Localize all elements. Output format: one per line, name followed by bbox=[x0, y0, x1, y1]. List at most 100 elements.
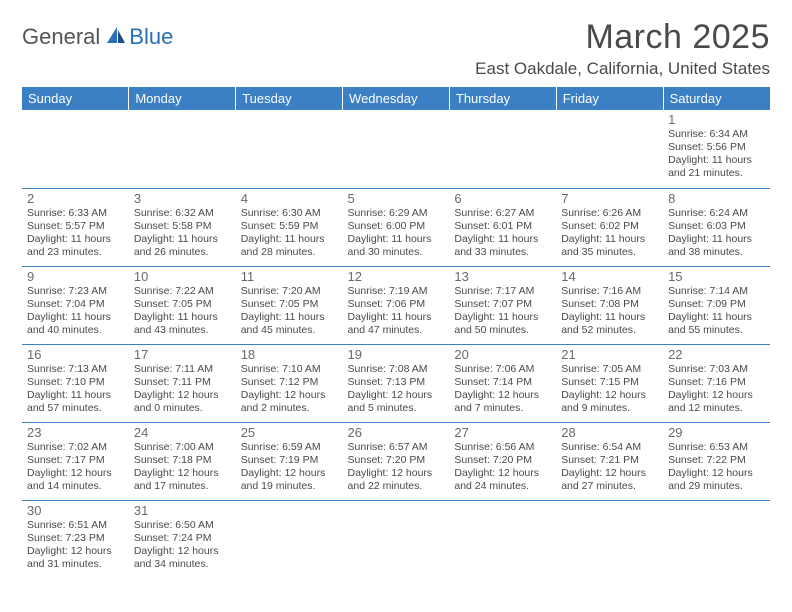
logo-text-dark: General bbox=[22, 24, 100, 50]
calendar-cell: 29Sunrise: 6:53 AMSunset: 7:22 PMDayligh… bbox=[663, 422, 770, 500]
calendar-cell: 30Sunrise: 6:51 AMSunset: 7:23 PMDayligh… bbox=[22, 500, 129, 578]
logo-text-blue: Blue bbox=[129, 24, 173, 50]
calendar-cell: 11Sunrise: 7:20 AMSunset: 7:05 PMDayligh… bbox=[236, 266, 343, 344]
calendar-cell: 8Sunrise: 6:24 AMSunset: 6:03 PMDaylight… bbox=[663, 188, 770, 266]
sunrise-text: Sunrise: 6:30 AM bbox=[241, 207, 338, 220]
calendar-cell: 25Sunrise: 6:59 AMSunset: 7:19 PMDayligh… bbox=[236, 422, 343, 500]
month-title: March 2025 bbox=[475, 18, 770, 57]
sunset-text: Sunset: 7:21 PM bbox=[561, 454, 658, 467]
calendar-cell bbox=[22, 110, 129, 188]
sunrise-text: Sunrise: 6:26 AM bbox=[561, 207, 658, 220]
calendar-cell: 17Sunrise: 7:11 AMSunset: 7:11 PMDayligh… bbox=[129, 344, 236, 422]
day-header: Tuesday bbox=[236, 87, 343, 110]
calendar-table: SundayMondayTuesdayWednesdayThursdayFrid… bbox=[22, 87, 770, 578]
day-number: 7 bbox=[561, 191, 658, 206]
daylight-text: Daylight: 11 hours and 40 minutes. bbox=[27, 311, 124, 337]
day-header: Saturday bbox=[663, 87, 770, 110]
calendar-cell: 18Sunrise: 7:10 AMSunset: 7:12 PMDayligh… bbox=[236, 344, 343, 422]
sunrise-text: Sunrise: 7:22 AM bbox=[134, 285, 231, 298]
sunrise-text: Sunrise: 6:54 AM bbox=[561, 441, 658, 454]
calendar-cell: 1Sunrise: 6:34 AMSunset: 5:56 PMDaylight… bbox=[663, 110, 770, 188]
logo: General Blue bbox=[22, 24, 173, 50]
daylight-text: Daylight: 12 hours and 34 minutes. bbox=[134, 545, 231, 571]
daylight-text: Daylight: 12 hours and 7 minutes. bbox=[454, 389, 551, 415]
calendar-header: SundayMondayTuesdayWednesdayThursdayFrid… bbox=[22, 87, 770, 110]
daylight-text: Daylight: 11 hours and 33 minutes. bbox=[454, 233, 551, 259]
calendar-cell: 14Sunrise: 7:16 AMSunset: 7:08 PMDayligh… bbox=[556, 266, 663, 344]
day-number: 6 bbox=[454, 191, 551, 206]
sunrise-text: Sunrise: 6:34 AM bbox=[668, 128, 765, 141]
sunset-text: Sunset: 7:20 PM bbox=[348, 454, 445, 467]
sunset-text: Sunset: 5:56 PM bbox=[668, 141, 765, 154]
daylight-text: Daylight: 12 hours and 2 minutes. bbox=[241, 389, 338, 415]
day-header: Thursday bbox=[449, 87, 556, 110]
calendar-cell bbox=[449, 110, 556, 188]
day-number: 25 bbox=[241, 425, 338, 440]
calendar-cell bbox=[129, 110, 236, 188]
day-number: 11 bbox=[241, 269, 338, 284]
calendar-cell: 3Sunrise: 6:32 AMSunset: 5:58 PMDaylight… bbox=[129, 188, 236, 266]
calendar-body: 1Sunrise: 6:34 AMSunset: 5:56 PM Daylight… bbox=[22, 110, 770, 578]
sunset-text: Sunset: 7:07 PM bbox=[454, 298, 551, 311]
calendar-cell: 31Sunrise: 6:50 AMSunset: 7:24 PMDayligh… bbox=[129, 500, 236, 578]
sunset-text: Sunset: 5:59 PM bbox=[241, 220, 338, 233]
day-number: 30 bbox=[27, 503, 124, 518]
calendar-cell: 21Sunrise: 7:05 AMSunset: 7:15 PMDayligh… bbox=[556, 344, 663, 422]
calendar-cell: 24Sunrise: 7:00 AMSunset: 7:18 PMDayligh… bbox=[129, 422, 236, 500]
daylight-text: Daylight: 11 hours and 43 minutes. bbox=[134, 311, 231, 337]
sunset-text: Sunset: 7:24 PM bbox=[134, 532, 231, 545]
daylight-text: Daylight: 12 hours and 5 minutes. bbox=[348, 389, 445, 415]
sunrise-text: Sunrise: 6:57 AM bbox=[348, 441, 445, 454]
sunset-text: Sunset: 7:11 PM bbox=[134, 376, 231, 389]
daylight-text: Daylight: 11 hours and 52 minutes. bbox=[561, 311, 658, 337]
day-number: 1 bbox=[668, 112, 765, 127]
daylight-text: Daylight: 11 hours and 55 minutes. bbox=[668, 311, 765, 337]
calendar-cell: 5Sunrise: 6:29 AMSunset: 6:00 PMDaylight… bbox=[343, 188, 450, 266]
daylight-text: Daylight: 12 hours and 14 minutes. bbox=[27, 467, 124, 493]
calendar-page: General Blue March 2025 East Oakdale, Ca… bbox=[0, 0, 792, 588]
sunset-text: Sunset: 6:00 PM bbox=[348, 220, 445, 233]
sunrise-text: Sunrise: 6:32 AM bbox=[134, 207, 231, 220]
sunset-text: Sunset: 7:05 PM bbox=[134, 298, 231, 311]
sunset-text: Sunset: 7:04 PM bbox=[27, 298, 124, 311]
sunset-text: Sunset: 5:58 PM bbox=[134, 220, 231, 233]
day-number: 2 bbox=[27, 191, 124, 206]
sunrise-text: Sunrise: 6:29 AM bbox=[348, 207, 445, 220]
calendar-row: 1Sunrise: 6:34 AMSunset: 5:56 PMDaylight… bbox=[22, 110, 770, 188]
day-number: 15 bbox=[668, 269, 765, 284]
sunset-text: Sunset: 7:09 PM bbox=[668, 298, 765, 311]
calendar-cell: 2Sunrise: 6:33 AMSunset: 5:57 PMDaylight… bbox=[22, 188, 129, 266]
sunrise-text: Sunrise: 7:06 AM bbox=[454, 363, 551, 376]
day-number: 28 bbox=[561, 425, 658, 440]
day-number: 19 bbox=[348, 347, 445, 362]
daylight-text: Daylight: 12 hours and 29 minutes. bbox=[668, 467, 765, 493]
day-header: Friday bbox=[556, 87, 663, 110]
calendar-cell: 9Sunrise: 7:23 AMSunset: 7:04 PMDaylight… bbox=[22, 266, 129, 344]
calendar-cell: 6Sunrise: 6:27 AMSunset: 6:01 PMDaylight… bbox=[449, 188, 556, 266]
day-number: 18 bbox=[241, 347, 338, 362]
sunset-text: Sunset: 7:22 PM bbox=[668, 454, 765, 467]
sunset-text: Sunset: 7:12 PM bbox=[241, 376, 338, 389]
calendar-cell: 28Sunrise: 6:54 AMSunset: 7:21 PMDayligh… bbox=[556, 422, 663, 500]
day-number: 3 bbox=[134, 191, 231, 206]
sunset-text: Sunset: 7:16 PM bbox=[668, 376, 765, 389]
daylight-text: Daylight: 11 hours and 38 minutes. bbox=[668, 233, 765, 259]
sunrise-text: Sunrise: 7:08 AM bbox=[348, 363, 445, 376]
sunrise-text: Sunrise: 6:27 AM bbox=[454, 207, 551, 220]
daylight-text: Daylight: 11 hours and 30 minutes. bbox=[348, 233, 445, 259]
daylight-text: Daylight: 12 hours and 0 minutes. bbox=[134, 389, 231, 415]
day-number: 20 bbox=[454, 347, 551, 362]
sunset-text: Sunset: 5:57 PM bbox=[27, 220, 124, 233]
sunset-text: Sunset: 7:10 PM bbox=[27, 376, 124, 389]
sunrise-text: Sunrise: 7:20 AM bbox=[241, 285, 338, 298]
day-number: 13 bbox=[454, 269, 551, 284]
sunrise-text: Sunrise: 6:50 AM bbox=[134, 519, 231, 532]
sunrise-text: Sunrise: 6:56 AM bbox=[454, 441, 551, 454]
calendar-cell: 13Sunrise: 7:17 AMSunset: 7:07 PMDayligh… bbox=[449, 266, 556, 344]
calendar-cell bbox=[449, 500, 556, 578]
day-number: 17 bbox=[134, 347, 231, 362]
calendar-cell bbox=[343, 500, 450, 578]
sunset-text: Sunset: 7:14 PM bbox=[454, 376, 551, 389]
calendar-cell: 22Sunrise: 7:03 AMSunset: 7:16 PMDayligh… bbox=[663, 344, 770, 422]
sunset-text: Sunset: 7:23 PM bbox=[27, 532, 124, 545]
